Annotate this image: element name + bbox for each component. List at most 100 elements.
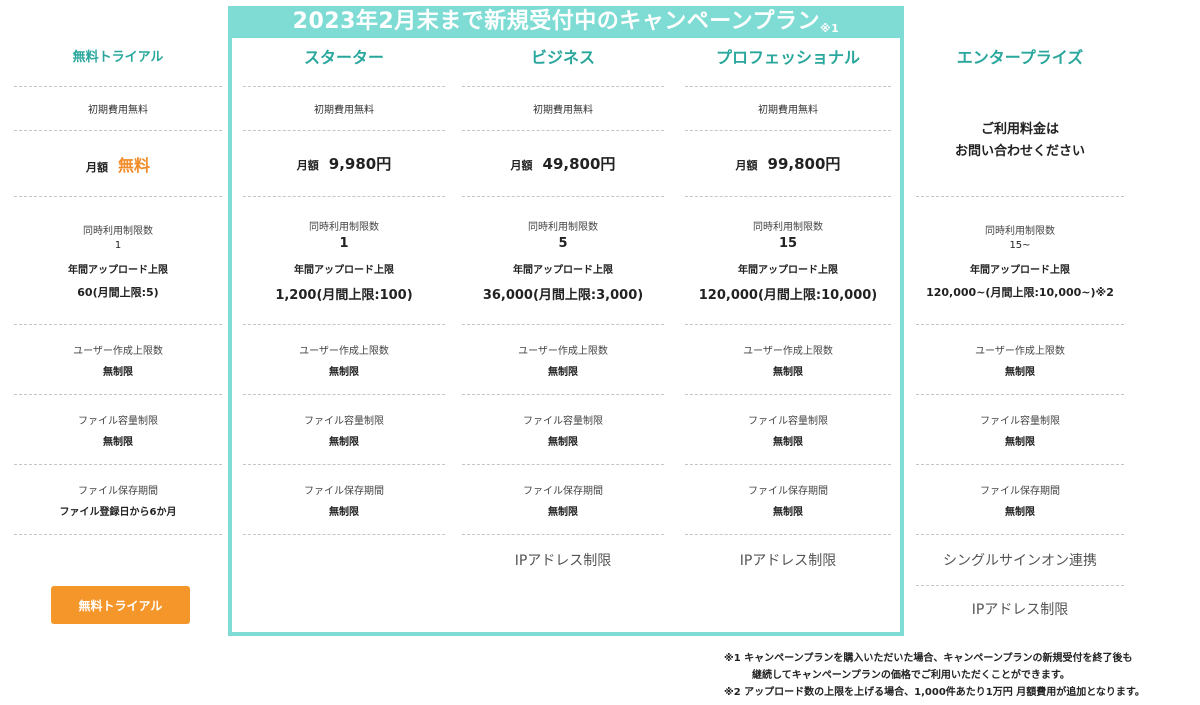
limits-business: 同時利用制限数 5 年間アップロード上限 36,000(月間上限:3,000) xyxy=(462,196,664,324)
plan-name-trial: 無料トライアル xyxy=(72,50,164,65)
campaign-box xyxy=(228,6,904,636)
plan-name-business: ビジネス xyxy=(530,48,595,67)
concurrent-label: 同時利用制限数 xyxy=(985,225,1055,237)
retention-value-starter: 無制限 xyxy=(329,506,359,518)
price-value-professional: 99,800円 xyxy=(767,155,841,173)
price-starter: 月額 9,980円 xyxy=(243,130,445,196)
free-trial-button[interactable]: 無料トライアル xyxy=(51,586,190,624)
capacity-trial: ファイル容量制限 無制限 xyxy=(14,394,222,464)
footnote-1-line1: ※1 キャンペーンプランを購入いただいた場合、キャンペーンプランの新規受付を終了… xyxy=(724,653,1133,664)
concurrent-value-enterprise: 15~ xyxy=(1009,239,1031,251)
retention-label: ファイル保存期間 xyxy=(523,485,603,497)
users-value-enterprise: 無制限 xyxy=(1005,366,1035,378)
plan-name-enterprise: エンタープライズ xyxy=(956,48,1084,67)
users-label: ユーザー作成上限数 xyxy=(518,345,608,357)
divider xyxy=(14,534,222,535)
capacity-business: ファイル容量制限 無制限 xyxy=(462,394,664,464)
retention-business: ファイル保存期間 無制限 xyxy=(462,464,664,534)
concurrent-value-trial: 1 xyxy=(114,239,122,251)
users-starter: ユーザー作成上限数 無制限 xyxy=(243,324,445,394)
concurrent-label: 同時利用制限数 xyxy=(753,222,823,233)
price-inquiry-line1: ご利用料金は xyxy=(980,122,1059,137)
ip-restriction-business: IPアドレス制限 xyxy=(462,534,664,585)
footnotes: ※1 キャンペーンプランを購入いただいた場合、キャンペーンプランの新規受付を終了… xyxy=(724,650,1145,701)
users-value-trial: 無制限 xyxy=(103,366,133,378)
plan-column-enterprise: エンタープライズ ご利用料金は お問い合わせください 同時利用制限数 15~ 年… xyxy=(916,38,1124,632)
retention-label: ファイル保存期間 xyxy=(304,485,384,497)
monthly-label: 月額 xyxy=(85,160,108,174)
limits-starter: 同時利用制限数 1 年間アップロード上限 1,200(月間上限:100) xyxy=(243,196,445,324)
retention-value-business: 無制限 xyxy=(548,506,578,518)
capacity-label: ファイル容量制限 xyxy=(523,415,603,427)
users-label: ユーザー作成上限数 xyxy=(743,345,833,357)
footnote-2: ※2 アップロード数の上限を上げる場合、1,000件あたり1万円 月額費用が追加… xyxy=(724,687,1145,698)
price-value-starter: 9,980円 xyxy=(328,155,392,173)
monthly-label: 月額 xyxy=(296,159,319,172)
users-professional: ユーザー作成上限数 無制限 xyxy=(685,324,891,394)
price-inquiry-line2: お問い合わせください xyxy=(954,144,1085,159)
footnote-1-line2: 継続してキャンペーンプランの価格でご利用いただくことができます。 xyxy=(752,670,1070,681)
retention-professional: ファイル保存期間 無制限 xyxy=(685,464,891,534)
users-trial: ユーザー作成上限数 無制限 xyxy=(14,324,222,394)
annual-upload-value-starter: 1,200(月間上限:100) xyxy=(275,288,413,303)
concurrent-label: 同時利用制限数 xyxy=(309,222,379,233)
plan-name-starter: スターター xyxy=(303,48,384,67)
annual-upload-value-business: 36,000(月間上限:3,000) xyxy=(482,288,644,303)
concurrent-value-business: 5 xyxy=(558,236,568,251)
capacity-label: ファイル容量制限 xyxy=(748,415,828,427)
users-enterprise: ユーザー作成上限数 無制限 xyxy=(916,324,1124,394)
capacity-professional: ファイル容量制限 無制限 xyxy=(685,394,891,464)
price-trial: 月額 無料 xyxy=(14,130,222,196)
concurrent-value-professional: 15 xyxy=(778,236,798,251)
capacity-label: ファイル容量制限 xyxy=(980,415,1060,427)
users-label: ユーザー作成上限数 xyxy=(73,345,163,357)
initial-fee-starter: 初期費用無料 xyxy=(243,86,445,130)
concurrent-value-starter: 1 xyxy=(339,236,349,251)
ip-restriction-professional: IPアドレス制限 xyxy=(685,534,891,585)
users-business: ユーザー作成上限数 無制限 xyxy=(462,324,664,394)
users-label: ユーザー作成上限数 xyxy=(975,345,1065,357)
users-value-professional: 無制限 xyxy=(773,366,803,378)
capacity-value-trial: 無制限 xyxy=(103,436,133,448)
users-label: ユーザー作成上限数 xyxy=(299,345,389,357)
plan-column-professional: プロフェッショナル 初期費用無料 月額 99,800円 同時利用制限数 15 年間… xyxy=(685,38,891,585)
capacity-label: ファイル容量制限 xyxy=(304,415,384,427)
capacity-label: ファイル容量制限 xyxy=(78,415,158,427)
capacity-value-professional: 無制限 xyxy=(773,436,803,448)
price-professional: 月額 99,800円 xyxy=(685,130,891,196)
users-value-starter: 無制限 xyxy=(329,366,359,378)
price-business: 月額 49,800円 xyxy=(462,130,664,196)
retention-value-professional: 無制限 xyxy=(773,506,803,518)
plan-column-business: ビジネス 初期費用無料 月額 49,800円 同時利用制限数 5 年間アップロード… xyxy=(462,38,664,585)
capacity-starter: ファイル容量制限 無制限 xyxy=(243,394,445,464)
monthly-label: 月額 xyxy=(510,159,533,172)
annual-upload-value-professional: 120,000(月間上限:10,000) xyxy=(698,288,878,303)
sso-integration-enterprise: シングルサインオン連携 xyxy=(916,534,1124,585)
initial-fee-professional: 初期費用無料 xyxy=(685,86,891,130)
capacity-enterprise: ファイル容量制限 無制限 xyxy=(916,394,1124,464)
annual-upload-value-trial: 60(月間上限:5) xyxy=(77,285,159,299)
price-value-trial: 無料 xyxy=(117,155,150,175)
retention-label: ファイル保存期間 xyxy=(980,485,1060,497)
annual-upload-value-enterprise: 120,000~(月間上限:10,000~)※2 xyxy=(926,285,1114,299)
users-value-business: 無制限 xyxy=(548,366,578,378)
initial-fee-trial: 初期費用無料 xyxy=(14,86,222,130)
retention-starter: ファイル保存期間 無制限 xyxy=(243,464,445,534)
retention-value-enterprise: 無制限 xyxy=(1005,506,1035,518)
retention-trial: ファイル保存期間 ファイル登録日から6か月 xyxy=(14,464,222,534)
limits-professional: 同時利用制限数 15 年間アップロード上限 120,000(月間上限:10,00… xyxy=(685,196,891,324)
retention-value-trial: ファイル登録日から6か月 xyxy=(59,506,177,518)
annual-upload-label: 年間アップロード上限 xyxy=(970,264,1070,276)
price-value-business: 49,800円 xyxy=(542,155,616,173)
plan-column-starter: スターター 初期費用無料 月額 9,980円 同時利用制限数 1 年間アップロード… xyxy=(243,38,445,535)
retention-label: ファイル保存期間 xyxy=(78,485,158,497)
price-enterprise: ご利用料金は お問い合わせください xyxy=(916,86,1124,196)
concurrent-label: 同時利用制限数 xyxy=(528,222,598,233)
limits-enterprise: 同時利用制限数 15~ 年間アップロード上限 120,000~(月間上限:10,… xyxy=(916,196,1124,324)
annual-upload-label: 年間アップロード上限 xyxy=(513,265,613,276)
monthly-label: 月額 xyxy=(735,159,758,172)
retention-label: ファイル保存期間 xyxy=(748,485,828,497)
campaign-note-mark: ※1 xyxy=(819,22,840,35)
capacity-value-business: 無制限 xyxy=(548,436,578,448)
initial-fee-business: 初期費用無料 xyxy=(462,86,664,130)
